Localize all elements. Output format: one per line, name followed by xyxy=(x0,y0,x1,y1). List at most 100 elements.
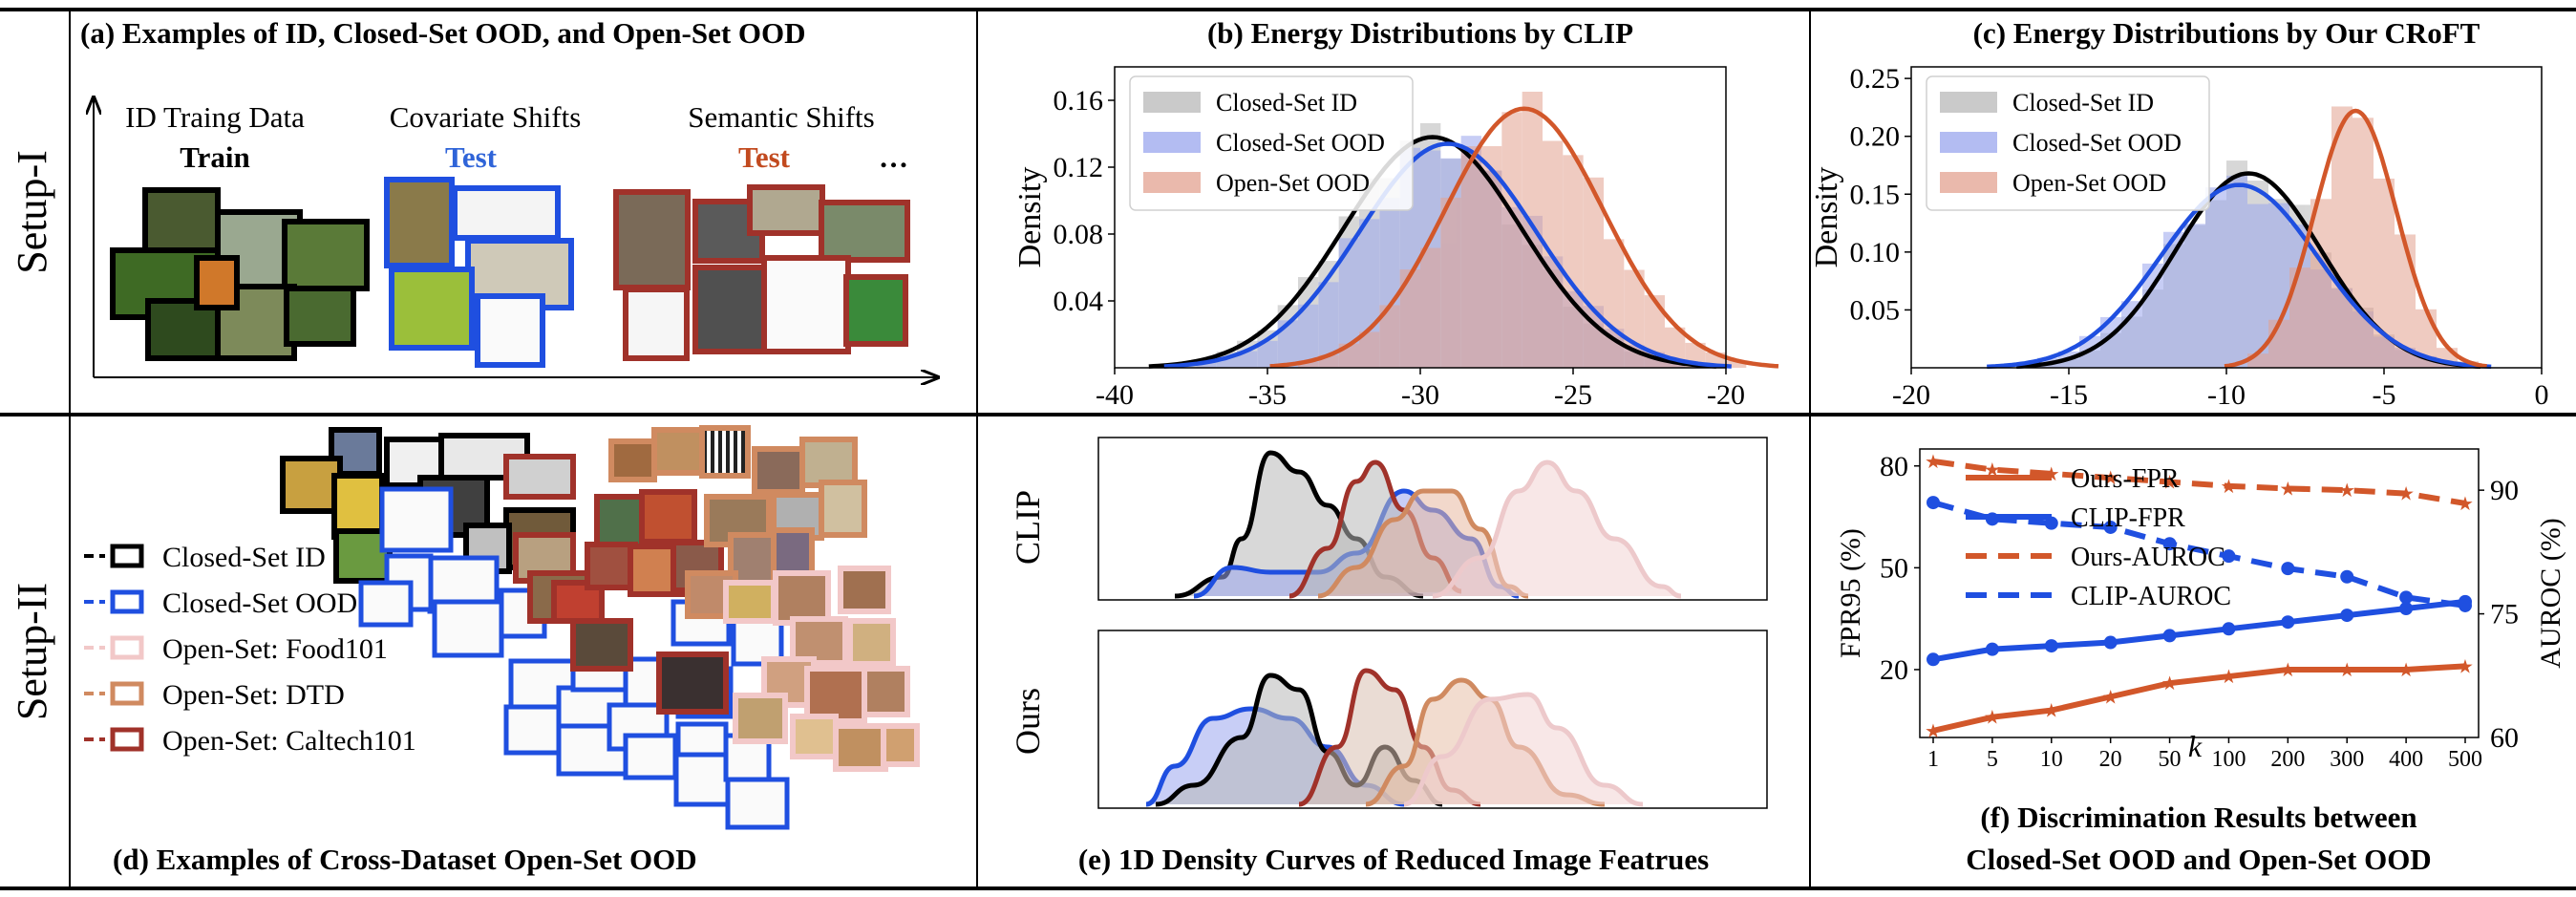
histogram-bar xyxy=(1726,360,1747,368)
histogram-bar xyxy=(1338,238,1359,368)
histogram-bar xyxy=(1237,351,1258,368)
panel-a-title: (a) Examples of ID, Closed-Set OOD, and … xyxy=(80,16,806,50)
density-curve-closed-set-id xyxy=(1148,135,1716,369)
y-tick-label: 0.04 xyxy=(1054,286,1104,317)
y-axis-label: Density xyxy=(1012,167,1048,268)
y-axis-label: Density xyxy=(1809,167,1844,268)
vegetable-sketch-icon xyxy=(475,293,545,368)
covariate-label: Covariate Shifts xyxy=(390,100,582,134)
ridge-curve xyxy=(1432,459,1682,599)
dtd-texture-icon xyxy=(819,480,867,538)
data-point xyxy=(1985,642,1999,656)
data-point xyxy=(2044,516,2058,530)
legend-label: Open-Set: DTD xyxy=(162,679,345,711)
x-tick-label: -5 xyxy=(2373,379,2396,411)
dtd-texture-icon xyxy=(799,437,858,488)
data-point: ★ xyxy=(2043,464,2060,485)
histogram-bar xyxy=(1604,239,1625,368)
animal-photo-icon xyxy=(613,189,691,290)
line-clip-auroc xyxy=(1932,500,2466,609)
histogram-bar xyxy=(2374,178,2395,368)
y-tick-label: 0.15 xyxy=(1850,179,1901,210)
legend-label: Open-Set OOD xyxy=(2012,169,2166,197)
data-point: ★ xyxy=(1984,708,2001,729)
histogram-bar xyxy=(1196,362,1217,368)
legend-label: Closed-Set ID xyxy=(162,542,326,573)
legend-label: Closed-Set OOD xyxy=(1216,129,1385,157)
density-curve-closed-set-ood xyxy=(1163,141,1732,369)
y-tick-label: 0.16 xyxy=(1054,85,1104,117)
legend-label: CLIP-AUROC xyxy=(2071,582,2231,611)
vegetable-photo-icon xyxy=(389,267,475,351)
histogram-bar xyxy=(2352,117,2374,369)
animal-sketch-icon xyxy=(623,287,690,361)
histogram-bar xyxy=(1522,91,1543,368)
x-tick-label: -35 xyxy=(1248,379,1287,411)
caltech-photo-icon xyxy=(656,651,729,715)
histogram-bar xyxy=(2310,199,2331,368)
dtd-texture-icon xyxy=(608,438,657,482)
histogram-bar xyxy=(1399,269,1420,368)
y-axis-label-left: FPR95 (%) xyxy=(1835,528,1866,658)
histogram-bar xyxy=(1440,197,1461,368)
data-point xyxy=(2162,629,2177,643)
legend-label: Closed-Set ID xyxy=(2012,89,2154,117)
data-point xyxy=(2340,569,2354,584)
legend-label: Closed-Set OOD xyxy=(162,587,357,619)
plot-frame xyxy=(1919,448,2480,738)
caltech-photo-icon xyxy=(570,618,633,672)
panel-a: (a) Examples of ID, Closed-Set OOD, and … xyxy=(80,16,936,377)
legend-swatch xyxy=(1143,172,1201,193)
x-tick-label: -30 xyxy=(1401,379,1439,411)
y-tick-label-right: 75 xyxy=(2490,599,2519,630)
panel-c: (c) Energy Distributions by Our CRoFT Den… xyxy=(1809,16,2549,411)
legend-swatch xyxy=(1940,132,1997,153)
cross-dataset-image-cloud xyxy=(280,425,920,830)
legend-swatch xyxy=(1143,132,1201,153)
animal-photo-icon xyxy=(819,200,910,263)
food-photo-icon xyxy=(833,723,888,772)
x-tick-label: 500 xyxy=(2448,747,2482,772)
data-point: ★ xyxy=(2102,468,2119,489)
legend-label: Open-Set: Caltech101 xyxy=(162,725,416,757)
panel-e-title: (e) 1D Density Curves of Reduced Image F… xyxy=(1078,843,1709,876)
closed-ood-sketch-icon xyxy=(432,599,504,658)
x-tick-label: 20 xyxy=(2099,747,2122,772)
data-point: ★ xyxy=(2397,484,2415,505)
data-point xyxy=(2162,537,2177,551)
y-tick-label: 50 xyxy=(1880,552,1908,584)
density-curve-open-set-ood xyxy=(2224,108,2487,369)
histogram-bar xyxy=(1624,269,1645,368)
histogram-bar xyxy=(1481,146,1502,368)
food-photo-icon xyxy=(804,666,867,724)
x-tick-label: 100 xyxy=(2211,747,2246,772)
panel-f: FPR95 (%) AUROC (%) k (f) Discrimination Re… xyxy=(1835,448,2566,876)
y-tick-label: 0.25 xyxy=(1850,63,1901,95)
data-point: ★ xyxy=(2220,477,2237,498)
food-photo-icon xyxy=(773,570,831,626)
histogram-bar xyxy=(2121,301,2142,368)
vegetable-sketch-icon xyxy=(452,185,561,241)
data-point: ★ xyxy=(2161,673,2179,694)
legend-swatch xyxy=(1940,92,1997,113)
closed-ood-sketch-icon xyxy=(623,733,678,780)
data-point xyxy=(2340,609,2354,623)
food-photo-icon xyxy=(790,714,839,759)
histogram-bar xyxy=(1420,247,1441,368)
legend-label: Closed-Set ID xyxy=(1216,89,1357,117)
closed-ood-sketch-icon xyxy=(503,704,562,756)
x-tick-label: -20 xyxy=(1892,379,1930,411)
histogram-bar xyxy=(1359,331,1380,368)
x-tick-label: -25 xyxy=(1554,379,1592,411)
x-tick-label: -40 xyxy=(1096,379,1134,411)
line-clip-fpr xyxy=(1932,598,2466,663)
data-point xyxy=(1927,652,1940,667)
data-point xyxy=(2044,639,2058,653)
x-tick-label: -20 xyxy=(1707,379,1745,411)
closed-ood-sketch-icon xyxy=(358,580,414,628)
y-axis-label-right: AUROC (%) xyxy=(2535,518,2566,669)
data-point xyxy=(2222,622,2236,636)
data-point xyxy=(2459,598,2472,612)
density-curve-closed-set-ood xyxy=(1987,182,2492,370)
